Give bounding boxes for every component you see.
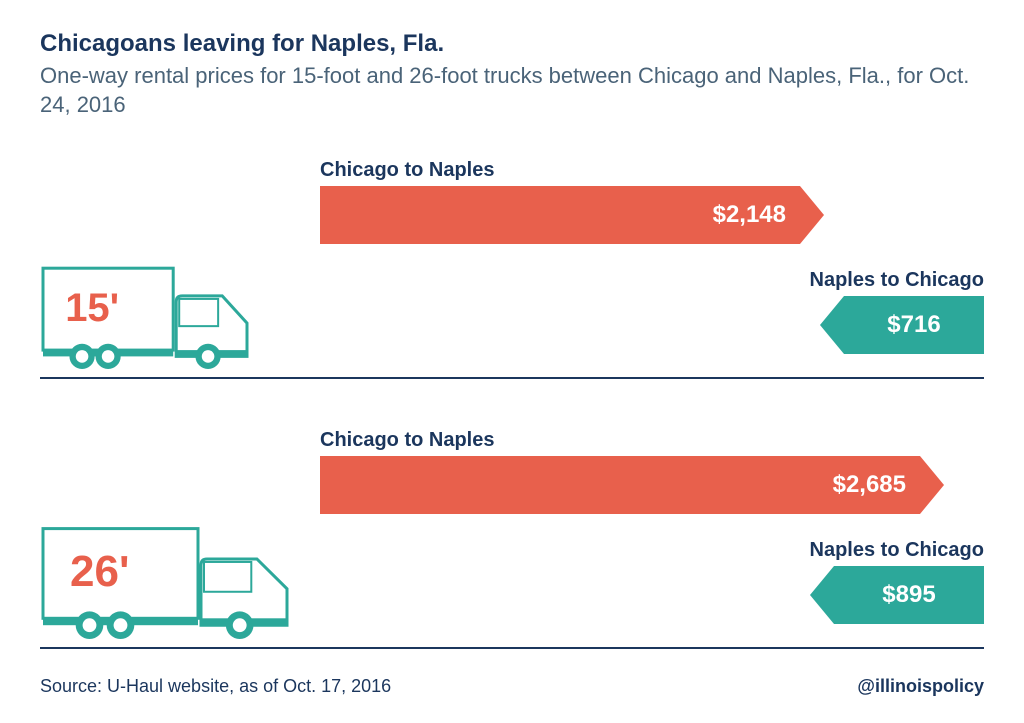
truck-size-label: 15' [65,286,119,331]
arrow-left-icon [810,566,834,624]
arrow-outbound: Chicago to Naples $2,685 [320,429,944,514]
arrow-inbound-value: $895 [834,566,984,624]
arrow-outbound-label: Chicago to Naples [320,159,824,182]
chart-title: Chicagoans leaving for Naples, Fla. [40,30,984,58]
arrow-inbound-label: Naples to Chicago [810,269,984,292]
arrow-inbound: Naples to Chicago $716 [810,269,984,354]
footer: Source: U-Haul website, as of Oct. 17, 2… [40,676,984,697]
arrow-outbound-value: $2,148 [320,186,800,244]
arrow-left-icon [820,296,844,354]
truck-section-1: 26' Chicago to Naples $2,685 Naples to Chic… [40,429,984,649]
chart-subtitle: One-way rental prices for 15-foot and 26… [40,62,984,119]
arrow-outbound: Chicago to Naples $2,148 [320,159,824,244]
arrow-right-icon [920,456,944,514]
arrow-outbound-label: Chicago to Naples [320,429,944,452]
truck-size-label: 26' [70,547,129,597]
arrow-inbound-value: $716 [844,296,984,354]
truck-section-0: 15'Chicago to Naples$2,148Naples to Chic… [40,159,984,379]
arrow-inbound: Naples to Chicago $895 [810,539,984,624]
arrow-right-icon [800,186,824,244]
baseline [40,377,984,379]
baseline [40,647,984,649]
arrow-outbound-value: $2,685 [320,456,920,514]
twitter-handle: @illinoispolicy [857,676,984,697]
source-text: Source: U-Haul website, as of Oct. 17, 2… [40,676,391,697]
arrow-inbound-label: Naples to Chicago [810,539,984,562]
